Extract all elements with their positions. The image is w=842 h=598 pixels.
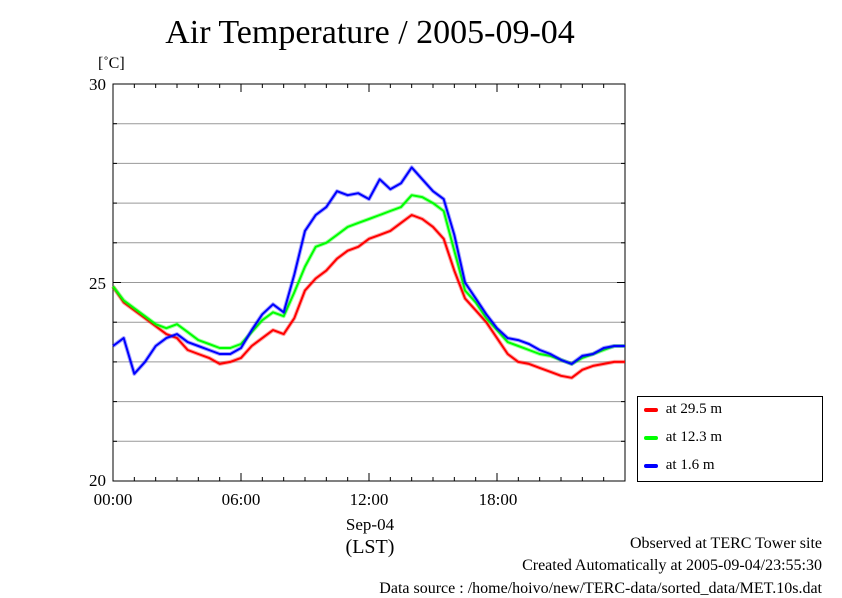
legend-label: at 12.3 m [665, 429, 722, 445]
x-axis-date-label: Sep-04 [345, 515, 395, 534]
footer-created: Created Automatically at 2005-09-04/23:5… [522, 557, 822, 574]
footer-data-source: Data source : /home/hoivo/new/TERC-data/… [379, 580, 822, 597]
y-axis-unit-label: [˚C] [98, 55, 125, 72]
x-tick-label: 00:00 [93, 490, 133, 509]
x-axis-timezone-label: (LST) [345, 536, 395, 558]
legend-label: at 29.5 m [665, 401, 722, 417]
footer-observed: Observed at TERC Tower site [629, 535, 822, 552]
legend-entry: at 29.5 m [644, 401, 722, 418]
x-tick-label: 12:00 [349, 490, 389, 509]
series-line-2 [112, 166, 625, 375]
legend-entry: at 1.6 m [644, 457, 715, 474]
y-tick-label: 30 [89, 75, 106, 94]
series-line-0 [112, 214, 625, 379]
legend-swatch-blue [644, 463, 658, 468]
x-tick-label: 06:00 [221, 490, 261, 509]
series-halo-1 [111, 193, 625, 366]
legend-label: at 1.6 m [665, 457, 715, 473]
legend-swatch-red [644, 407, 658, 412]
y-tick-label: 25 [89, 274, 106, 293]
legend-entry: at 12.3 m [644, 429, 722, 446]
series-line-1 [112, 194, 625, 365]
x-tick-label: 18:00 [478, 490, 518, 509]
chart-title: Air Temperature / 2005-09-04 [165, 14, 575, 51]
y-tick-label: 20 [89, 471, 106, 490]
legend-swatch-green [644, 435, 658, 440]
legend: at 29.5 m at 12.3 m at 1.6 m [637, 396, 823, 482]
